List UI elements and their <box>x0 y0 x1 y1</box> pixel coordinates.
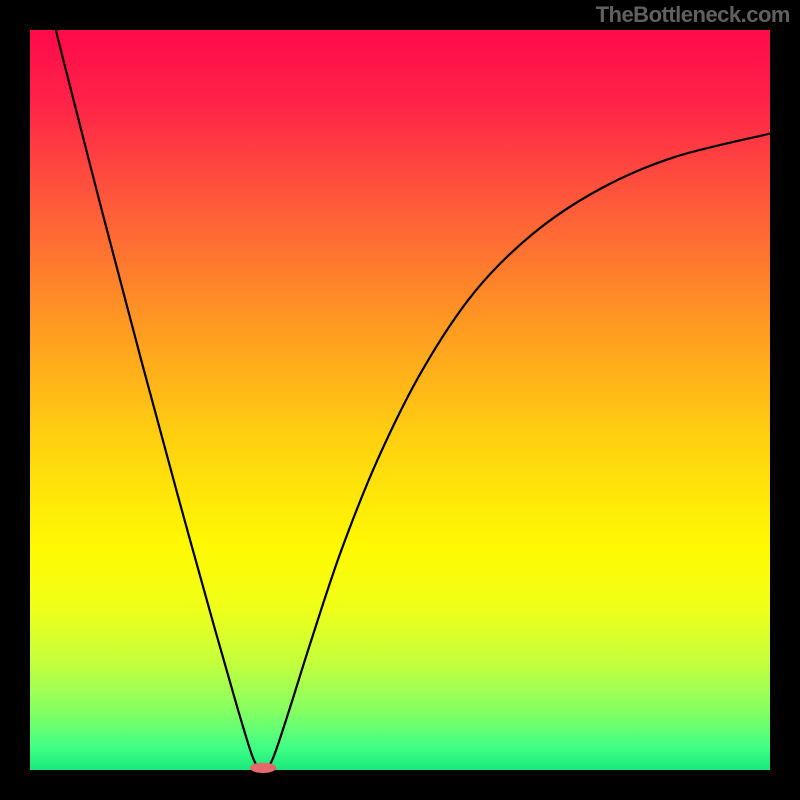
chart-container: TheBottleneck.com <box>0 0 800 800</box>
bottleneck-chart <box>0 0 800 800</box>
plot-background <box>30 30 770 770</box>
watermark-text: TheBottleneck.com <box>596 2 790 28</box>
optimal-marker <box>250 763 277 773</box>
